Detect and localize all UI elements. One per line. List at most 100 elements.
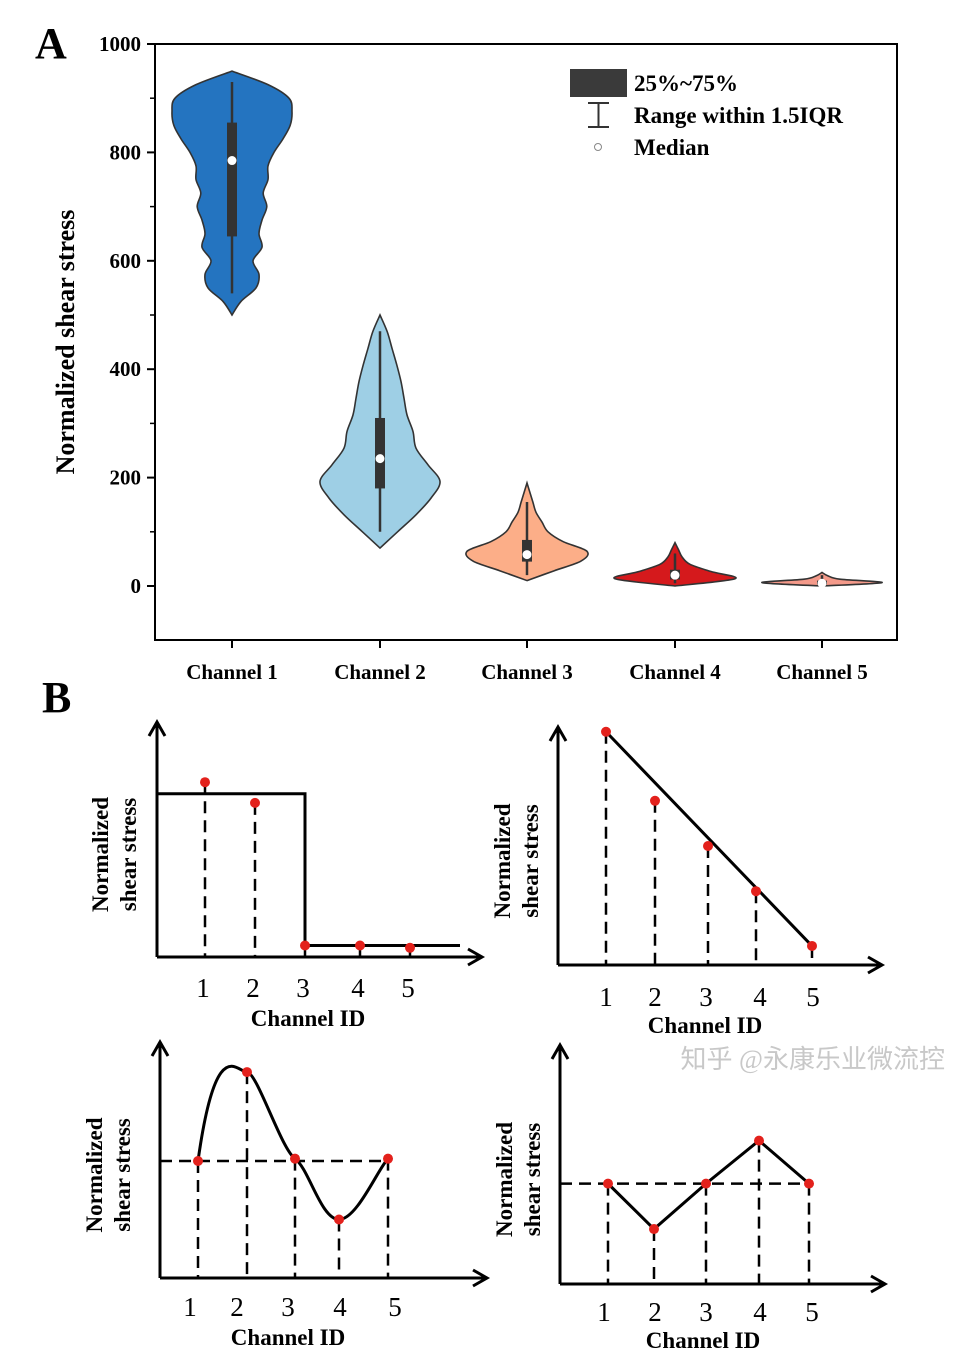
median-marker: [227, 156, 237, 166]
x-tick-label: 2: [246, 973, 260, 1003]
x-tick-label: 1: [196, 973, 210, 1003]
y-axis-label-line2: shear stress: [518, 804, 543, 918]
x-tick-label: 3: [699, 982, 713, 1012]
axes: [558, 1047, 883, 1286]
x-tick-label: 5: [806, 982, 820, 1012]
data-point: [242, 1067, 252, 1078]
x-tick-label: 4: [333, 1292, 347, 1322]
x-tick-label: 2: [230, 1292, 244, 1322]
data-point: [200, 777, 210, 788]
y-axis-arrow-icon: [150, 1038, 170, 1057]
data-point: [405, 942, 415, 953]
x-axis-label: Channel ID: [648, 1013, 762, 1038]
x-tick-label: 2: [648, 982, 662, 1012]
x-tick-label: 1: [183, 1292, 197, 1322]
legend-label: 25%~75%: [634, 71, 738, 96]
x-tick-label: Channel 2: [334, 660, 426, 684]
x-axis-arrow-icon: [467, 947, 486, 967]
x-tick-label: Channel 1: [186, 660, 278, 684]
y-tick-label: 600: [110, 249, 142, 273]
data-point: [601, 726, 611, 737]
legend-whisker-swatch: [588, 102, 609, 128]
data-point: [603, 1178, 613, 1189]
x-axis-label: Channel ID: [231, 1325, 345, 1350]
median-marker: [670, 570, 680, 580]
schematic-plot-1: 1 2 3 4 5 Channel ID Normalized shear stress: [88, 718, 486, 1031]
violin-chart: Normalized shear stress 0 200 400 600 800 100…: [51, 32, 898, 684]
x-tick-label: 5: [401, 973, 415, 1003]
legend-label: Range within 1.5IQR: [634, 103, 843, 128]
x-axis-arrow-icon: [870, 1274, 889, 1294]
x-tick-label: Channel 3: [481, 660, 573, 684]
data-point: [701, 1178, 711, 1189]
x-tick-label: 5: [388, 1292, 402, 1322]
y-axis-label-line2: shear stress: [116, 798, 141, 912]
legend-median-swatch: [594, 143, 602, 151]
x-tick-label: 3: [699, 1297, 713, 1327]
data-point: [355, 940, 365, 951]
x-tick-label: 4: [351, 973, 365, 1003]
y-axis-arrow-icon: [147, 718, 167, 737]
y-axis-arrow-icon: [548, 723, 568, 742]
y-tick-label: 0: [131, 574, 142, 598]
x-axis-label: Channel ID: [251, 1006, 365, 1031]
legend-box-swatch: [570, 69, 627, 97]
x-tick-label: 2: [648, 1297, 662, 1327]
y-tick-label: 800: [110, 140, 142, 164]
data-point: [804, 1178, 814, 1189]
y-tick-label: 1000: [99, 32, 141, 56]
y-axis-label-line1: Normalized: [492, 1122, 517, 1237]
schematic-plot-2: 1 2 3 4 5 Channel ID Normalized shear stress: [490, 723, 886, 1038]
y-axis-label-line1: Normalized: [88, 797, 113, 912]
data-point: [751, 886, 761, 897]
x-tick-label: 5: [805, 1297, 819, 1327]
median-marker: [522, 550, 532, 560]
y-axis-label-line1: Normalized: [82, 1117, 107, 1232]
iqr-box: [227, 122, 237, 237]
x-tick-label: Channel 4: [629, 660, 721, 684]
axes: [556, 729, 880, 967]
schematic-plot-3: 1 2 3 4 5 Channel ID Normalized shear stress: [82, 1038, 491, 1350]
y-axis-label-line1: Normalized: [490, 803, 515, 918]
data-point: [703, 841, 713, 851]
y-axis-arrow-icon: [550, 1041, 570, 1060]
x-tick-label: 3: [296, 973, 310, 1003]
data-point: [650, 795, 660, 806]
data-point: [383, 1153, 393, 1164]
x-tick-label: 1: [597, 1297, 611, 1327]
trend-line: [604, 730, 814, 947]
x-tick-label: 3: [281, 1292, 295, 1322]
trend-line: [157, 792, 460, 947]
watermark: 知乎 @永康乐业微流控: [681, 1045, 945, 1074]
x-axis-arrow-icon: [472, 1268, 491, 1288]
y-tick-label: 400: [110, 357, 142, 381]
data-point: [250, 797, 260, 808]
data-point: [754, 1135, 764, 1146]
data-point: [300, 940, 310, 951]
axes: [155, 724, 480, 959]
legend-label: Median: [634, 135, 710, 160]
trend-line: [196, 1064, 390, 1222]
y-axis-label-line2: shear stress: [110, 1118, 135, 1232]
x-axis-arrow-icon: [867, 955, 886, 975]
y-tick-label: 200: [110, 466, 142, 490]
panel-label-a: A: [35, 19, 67, 68]
iqr-box: [375, 417, 385, 489]
data-point: [290, 1153, 300, 1164]
y-axis-label: Normalized shear stress: [51, 210, 80, 475]
panel-label-b: B: [42, 673, 71, 722]
y-axis-label-line2: shear stress: [520, 1123, 545, 1237]
median-marker: [375, 454, 385, 464]
x-tick-label: Channel 5: [776, 660, 868, 684]
data-point: [334, 1214, 344, 1225]
data-point: [193, 1156, 203, 1166]
x-tick-label: 4: [753, 982, 767, 1012]
x-tick-label: 4: [753, 1297, 767, 1327]
x-axis-label: Channel ID: [646, 1328, 760, 1353]
x-tick-label: 1: [599, 982, 613, 1012]
median-marker: [817, 578, 827, 588]
schematic-plot-4: 1 2 3 4 5 Channel ID Normalized shear stress: [492, 1041, 889, 1353]
data-point: [807, 940, 817, 951]
